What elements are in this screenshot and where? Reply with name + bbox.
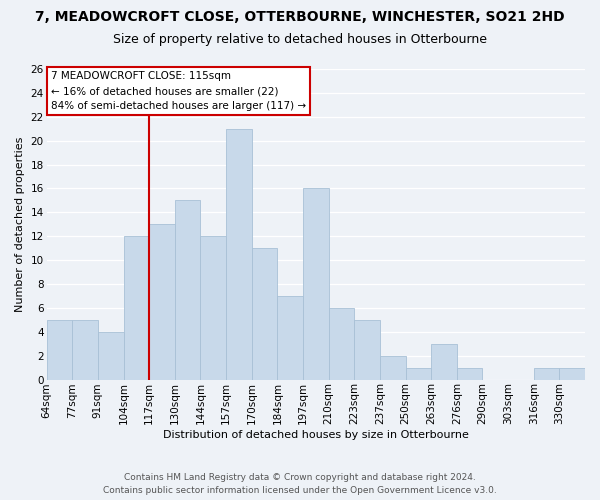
Bar [72,320,98,380]
Bar [431,344,457,380]
Bar [457,368,482,380]
Bar [354,320,380,380]
Y-axis label: Number of detached properties: Number of detached properties [15,136,25,312]
Bar [559,368,585,380]
Text: 7, MEADOWCROFT CLOSE, OTTERBOURNE, WINCHESTER, SO21 2HD: 7, MEADOWCROFT CLOSE, OTTERBOURNE, WINCH… [35,10,565,24]
Bar [149,224,175,380]
Bar [303,188,329,380]
Text: Contains HM Land Registry data © Crown copyright and database right 2024.
Contai: Contains HM Land Registry data © Crown c… [103,474,497,495]
Bar [226,128,251,380]
Bar [380,356,406,380]
Bar [47,320,72,380]
Bar [329,308,354,380]
Bar [200,236,226,380]
Bar [534,368,559,380]
Bar [251,248,277,380]
Bar [406,368,431,380]
Bar [175,200,200,380]
Bar [277,296,303,380]
Bar [124,236,149,380]
Text: Size of property relative to detached houses in Otterbourne: Size of property relative to detached ho… [113,32,487,46]
X-axis label: Distribution of detached houses by size in Otterbourne: Distribution of detached houses by size … [163,430,469,440]
Text: 7 MEADOWCROFT CLOSE: 115sqm
← 16% of detached houses are smaller (22)
84% of sem: 7 MEADOWCROFT CLOSE: 115sqm ← 16% of det… [51,72,307,111]
Bar [98,332,124,380]
